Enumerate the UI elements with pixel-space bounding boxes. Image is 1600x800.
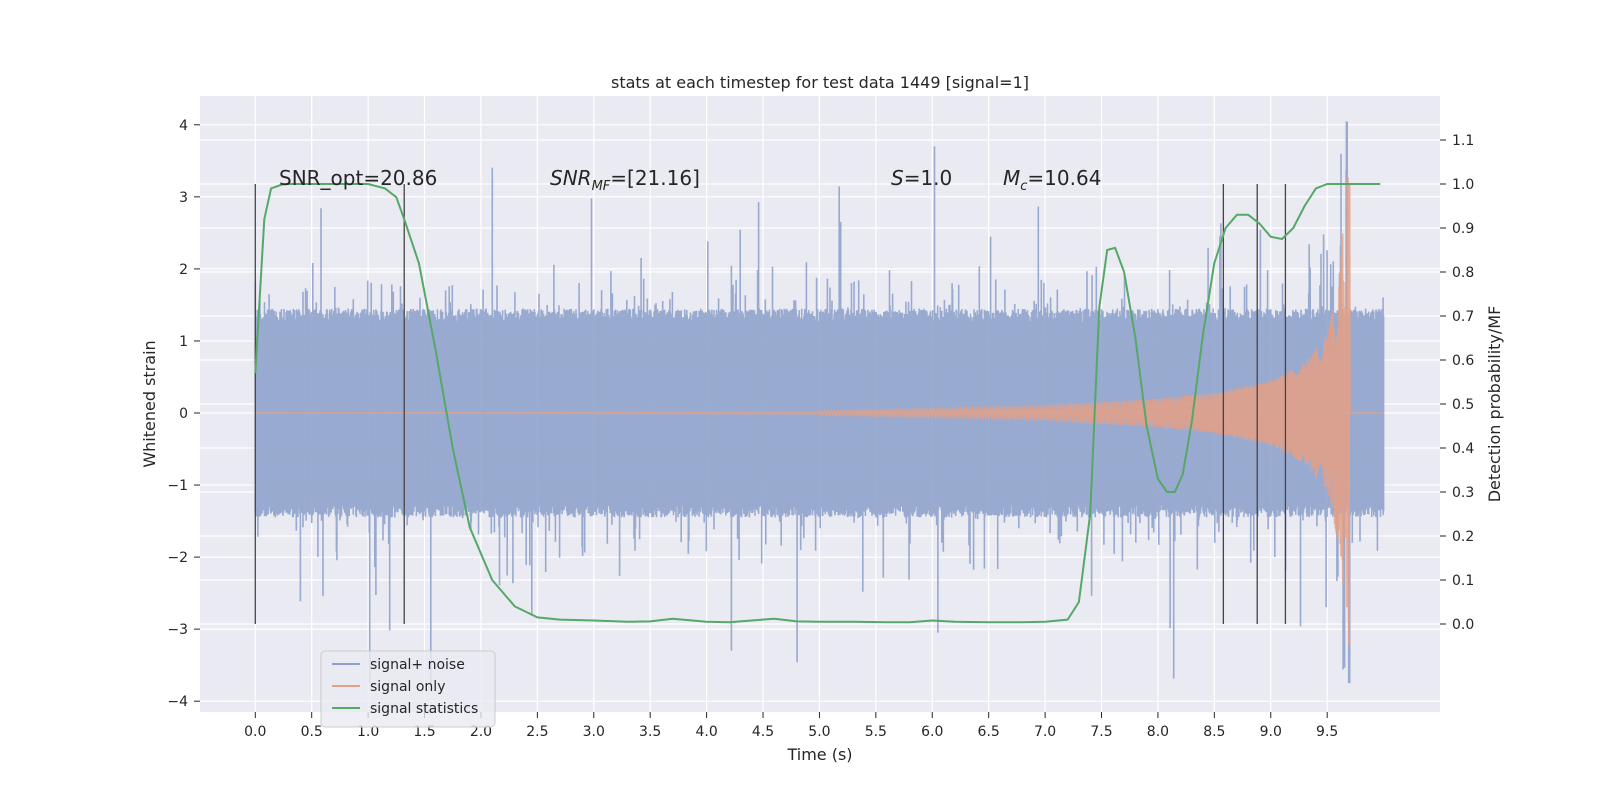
vertical-markers xyxy=(254,184,1287,624)
x-tick-label: 4.5 xyxy=(752,724,774,740)
y-right-tick-label: 0.3 xyxy=(1452,485,1474,501)
legend-box xyxy=(320,650,496,728)
x-tick-label: 7.0 xyxy=(1034,724,1056,740)
x-tick-label: 8.0 xyxy=(1147,724,1169,740)
y-tick-label: 4 xyxy=(179,118,188,134)
y-right-tick-label: 0.6 xyxy=(1452,353,1474,369)
x-tick-label: 1.5 xyxy=(413,724,435,740)
y-right-tick-label: 0.4 xyxy=(1452,441,1474,457)
x-tick-label: 5.5 xyxy=(865,724,887,740)
y-tick-label: −1 xyxy=(167,478,188,494)
x-axis-ticks: 0.0 0.5 1.0 1.5 2.0 2.5 3.0 3.5 4.0 4.5 5.0 5.5 6.0 6… xyxy=(244,712,1338,740)
y-tick-label: −2 xyxy=(167,550,188,566)
y-right-tick-label: 1.0 xyxy=(1452,177,1474,193)
y-tick-label: −4 xyxy=(167,694,188,710)
y-right-axis-label: Detection probability/MF xyxy=(1485,306,1504,503)
y-axis-ticks: −4 −3 −2 −1 0 1 2 3 4 xyxy=(167,118,200,710)
y-tick-label: 1 xyxy=(179,334,188,350)
signal-statistics-line xyxy=(254,183,1381,624)
x-tick-label: 5.0 xyxy=(808,724,830,740)
y-tick-label: 0 xyxy=(179,406,188,422)
y-right-tick-label: 0.2 xyxy=(1452,529,1474,545)
x-tick-label: 2.5 xyxy=(526,724,548,740)
x-tick-label: 0.0 xyxy=(244,724,266,740)
series-signal-statistics xyxy=(254,183,1381,624)
y-right-tick-label: 1.1 xyxy=(1452,133,1474,149)
x-tick-label: 4.0 xyxy=(695,724,717,740)
y-tick-label: 2 xyxy=(179,262,188,278)
annotation-mc: Mc=10.64 xyxy=(1003,166,1101,194)
chart-title: stats at each timestep for test data 144… xyxy=(611,73,1029,92)
legend-label-signal-noise: signal+ noise xyxy=(370,657,465,673)
y-right-tick-label: 0.9 xyxy=(1452,221,1474,237)
x-tick-label: 2.0 xyxy=(470,724,492,740)
x-tick-label: 6.0 xyxy=(921,724,943,740)
y-right-axis-ticks: 0.0 0.1 0.2 0.3 0.4 0.5 0.6 0.7 0.8 0.9 1.0 1.1 xyxy=(1440,133,1474,633)
y-right-tick-label: 0.0 xyxy=(1452,617,1474,633)
y-right-tick-label: 0.8 xyxy=(1452,265,1474,281)
y-right-tick-label: 0.7 xyxy=(1452,309,1474,325)
legend-label-signal-statistics: signal statistics xyxy=(370,701,478,717)
legend: signal+ noise signal only signal statist… xyxy=(320,650,496,728)
x-tick-label: 6.5 xyxy=(978,724,1000,740)
annotation-snr-mf: SNRMF=[21.16] xyxy=(550,166,700,194)
annotations: SNR_opt=20.86 SNRMF=[21.16] S=1.0 Mc=10.… xyxy=(279,166,1101,194)
x-axis-label: Time (s) xyxy=(786,745,852,764)
annotation-snr-opt: SNR_opt=20.86 xyxy=(279,166,437,190)
signal-only-trace xyxy=(255,177,1384,646)
y-right-tick-label: 0.1 xyxy=(1452,573,1474,589)
y-axis-label: Whitened strain xyxy=(140,340,159,467)
x-tick-label: 3.5 xyxy=(639,724,661,740)
annotation-s: S=1.0 xyxy=(891,166,952,190)
x-tick-label: 7.5 xyxy=(1090,724,1112,740)
y-tick-label: −3 xyxy=(167,622,188,638)
x-tick-label: 0.5 xyxy=(301,724,323,740)
x-tick-label: 1.0 xyxy=(357,724,379,740)
x-tick-label: 8.5 xyxy=(1203,724,1225,740)
x-tick-label: 3.0 xyxy=(583,724,605,740)
legend-label-signal-only: signal only xyxy=(370,679,445,695)
series-signal-only xyxy=(255,177,1384,646)
x-tick-label: 9.5 xyxy=(1316,724,1338,740)
y-tick-label: 3 xyxy=(179,190,188,206)
y-right-tick-label: 0.5 xyxy=(1452,397,1474,413)
x-tick-label: 9.0 xyxy=(1260,724,1282,740)
